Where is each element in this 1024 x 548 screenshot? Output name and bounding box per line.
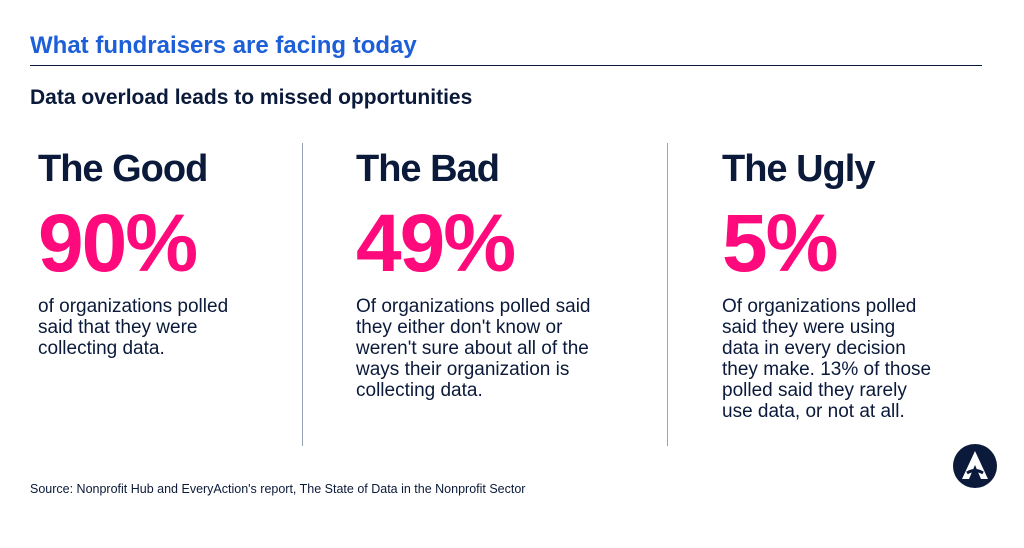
- stat-description: of organizations polled said that they we…: [38, 296, 228, 359]
- column-heading: The Ugly: [722, 148, 875, 190]
- description-line: said they were using: [722, 317, 896, 338]
- description-line: said that they were: [38, 317, 198, 338]
- column-heading: The Good: [38, 148, 208, 190]
- description-line: they either don't know or: [356, 317, 563, 338]
- stat-column: The Ugly 5% Of organizations polled said th…: [722, 146, 931, 422]
- title-rule: [30, 65, 982, 66]
- stat-value: 49%: [356, 198, 516, 289]
- description-line: they make. 13% of those: [722, 359, 932, 380]
- column-heading: The Bad: [356, 148, 500, 190]
- divider: [667, 143, 668, 446]
- stat-value: 90%: [38, 198, 198, 289]
- stat-column: The Good 90% of organizations polled said t…: [38, 146, 228, 359]
- description-line: weren't sure about all of the: [356, 338, 589, 359]
- divider: [302, 143, 303, 446]
- logo: [953, 444, 997, 488]
- description-line: collecting data.: [38, 338, 165, 359]
- stat-description: Of organizations polled said they either …: [356, 296, 590, 401]
- description-line: Of organizations polled: [722, 296, 917, 317]
- subtitle: Data overload leads to missed opportunit…: [30, 86, 473, 109]
- source: Source: Nonprofit Hub and EveryAction's …: [30, 482, 526, 496]
- description-line: collecting data.: [356, 380, 483, 401]
- description-line: use data, or not at all.: [722, 401, 905, 422]
- stat-column: The Bad 49% Of organizations polled said th…: [356, 146, 590, 401]
- description-line: ways their organization is: [356, 359, 570, 380]
- stat-description: Of organizations polled said they were us…: [722, 296, 931, 422]
- title: What fundraisers are facing today: [30, 32, 417, 59]
- description-line: of organizations polled: [38, 296, 229, 317]
- description-line: data in every decision: [722, 338, 906, 359]
- description-line: Of organizations polled said: [356, 296, 591, 317]
- description-line: polled said they rarely: [722, 380, 907, 401]
- stat-value: 5%: [722, 198, 839, 289]
